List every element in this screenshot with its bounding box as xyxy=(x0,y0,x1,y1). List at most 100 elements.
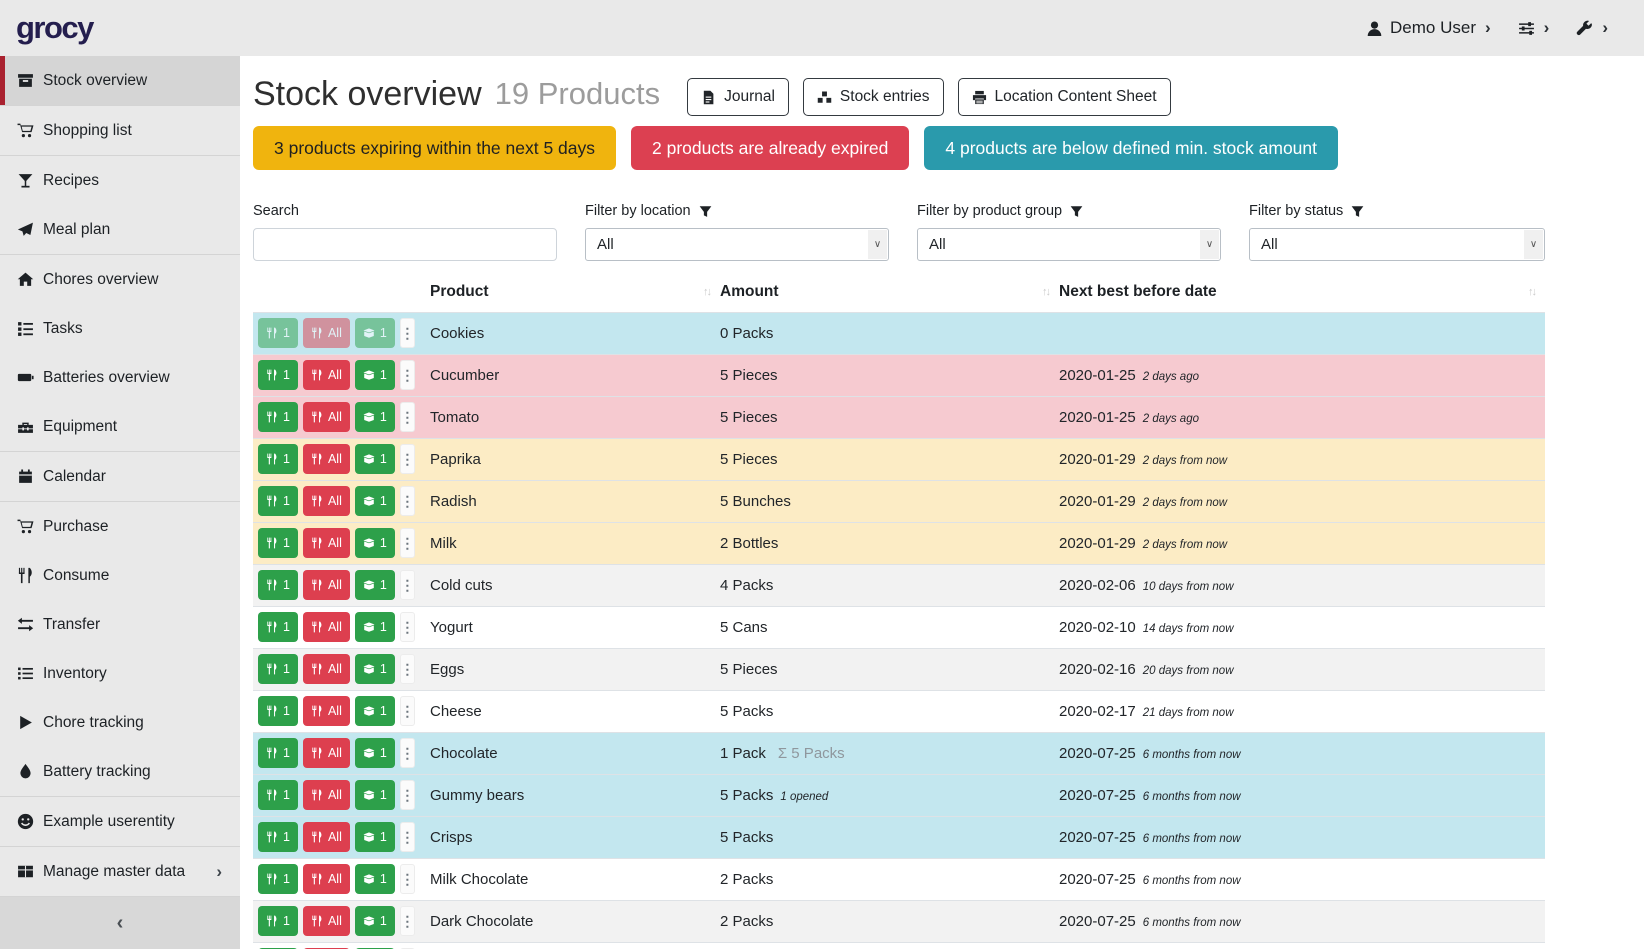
consume-one-button[interactable]: 1 xyxy=(258,654,298,684)
consume-all-button[interactable]: All xyxy=(303,444,350,474)
user-menu[interactable]: Demo User› xyxy=(1366,18,1491,38)
open-one-button[interactable]: 1 xyxy=(355,528,395,558)
consume-one-button[interactable]: 1 xyxy=(258,612,298,642)
status-alert[interactable]: 4 products are below defined min. stock … xyxy=(924,126,1338,170)
row-menu-button[interactable]: ⋮ xyxy=(400,444,415,474)
open-one-button[interactable]: 1 xyxy=(355,318,395,348)
product-cell[interactable]: Radish xyxy=(430,480,720,522)
consume-one-button[interactable]: 1 xyxy=(258,444,298,474)
column-header-product[interactable]: Product↑↓ xyxy=(430,272,720,312)
product-cell[interactable]: Cookies xyxy=(430,312,720,354)
product-cell[interactable]: Milk xyxy=(430,522,720,564)
open-one-button[interactable]: 1 xyxy=(355,360,395,390)
sidebar-collapse-button[interactable]: ‹ xyxy=(0,897,240,949)
consume-all-button[interactable]: All xyxy=(303,486,350,516)
open-one-button[interactable]: 1 xyxy=(355,906,395,936)
consume-all-button[interactable]: All xyxy=(303,864,350,894)
sidebar-item-chore-tracking[interactable]: Chore tracking xyxy=(0,698,240,747)
open-one-button[interactable]: 1 xyxy=(355,780,395,810)
product-cell[interactable]: Paprika xyxy=(430,438,720,480)
open-one-button[interactable]: 1 xyxy=(355,486,395,516)
consume-all-button[interactable]: All xyxy=(303,906,350,936)
product-cell[interactable]: Gummy bears xyxy=(430,774,720,816)
open-one-button[interactable]: 1 xyxy=(355,738,395,768)
row-menu-button[interactable]: ⋮ xyxy=(400,654,415,684)
sidebar-item-tasks[interactable]: Tasks xyxy=(0,304,240,353)
product-cell[interactable]: Yogurt xyxy=(430,606,720,648)
sidebar-item-manage-master-data[interactable]: Manage master data› xyxy=(0,847,240,896)
product-cell[interactable]: Crisps xyxy=(430,816,720,858)
row-menu-button[interactable]: ⋮ xyxy=(400,486,415,516)
open-one-button[interactable]: 1 xyxy=(355,654,395,684)
consume-all-button[interactable]: All xyxy=(303,612,350,642)
sidebar-item-inventory[interactable]: Inventory xyxy=(0,649,240,698)
consume-one-button[interactable]: 1 xyxy=(258,528,298,558)
row-menu-button[interactable]: ⋮ xyxy=(400,780,415,810)
sidebar-item-calendar[interactable]: Calendar xyxy=(0,452,240,501)
sidebar-item-batteries-overview[interactable]: Batteries overview xyxy=(0,353,240,402)
product-cell[interactable]: Eggs xyxy=(430,648,720,690)
consume-all-button[interactable]: All xyxy=(303,360,350,390)
stock-entries-button[interactable]: Stock entries xyxy=(803,78,944,116)
sidebar-item-example-userentity[interactable]: Example userentity xyxy=(0,797,240,846)
consume-one-button[interactable]: 1 xyxy=(258,570,298,600)
row-menu-button[interactable]: ⋮ xyxy=(400,822,415,852)
product-cell[interactable]: Dark Chocolate xyxy=(430,900,720,942)
consume-all-button[interactable]: All xyxy=(303,780,350,810)
open-one-button[interactable]: 1 xyxy=(355,822,395,852)
consume-all-button[interactable]: All xyxy=(303,570,350,600)
row-menu-button[interactable]: ⋮ xyxy=(400,864,415,894)
column-header-next-best-before-date[interactable]: Next best before date↑↓ xyxy=(1059,272,1545,312)
sort-icon[interactable]: ↑↓ xyxy=(1528,286,1535,298)
sidebar-item-stock-overview[interactable]: Stock overview xyxy=(0,56,240,105)
row-menu-button[interactable]: ⋮ xyxy=(400,318,415,348)
consume-one-button[interactable]: 1 xyxy=(258,486,298,516)
product-cell[interactable]: Chocolate xyxy=(430,732,720,774)
sidebar-item-equipment[interactable]: Equipment xyxy=(0,402,240,451)
consume-all-button[interactable]: All xyxy=(303,696,350,726)
product-group-filter-select[interactable]: All∨ xyxy=(917,228,1221,261)
consume-one-button[interactable]: 1 xyxy=(258,696,298,726)
consume-one-button[interactable]: 1 xyxy=(258,318,298,348)
status-filter-select[interactable]: All∨ xyxy=(1249,228,1545,261)
sidebar-item-meal-plan[interactable]: Meal plan xyxy=(0,205,240,254)
sidebar-item-recipes[interactable]: Recipes xyxy=(0,156,240,205)
open-one-button[interactable]: 1 xyxy=(355,864,395,894)
sidebar-item-transfer[interactable]: Transfer xyxy=(0,600,240,649)
admin-menu[interactable]: › xyxy=(1576,18,1608,38)
open-one-button[interactable]: 1 xyxy=(355,402,395,432)
consume-one-button[interactable]: 1 xyxy=(258,738,298,768)
open-one-button[interactable]: 1 xyxy=(355,612,395,642)
sidebar-item-consume[interactable]: Consume xyxy=(0,551,240,600)
consume-all-button[interactable]: All xyxy=(303,654,350,684)
product-cell[interactable]: Milk Chocolate xyxy=(430,858,720,900)
consume-all-button[interactable]: All xyxy=(303,528,350,558)
column-header-amount[interactable]: Amount↑↓ xyxy=(720,272,1059,312)
row-menu-button[interactable]: ⋮ xyxy=(400,528,415,558)
row-menu-button[interactable]: ⋮ xyxy=(400,696,415,726)
sidebar-item-purchase[interactable]: Purchase xyxy=(0,502,240,551)
row-menu-button[interactable]: ⋮ xyxy=(400,402,415,432)
row-menu-button[interactable]: ⋮ xyxy=(400,906,415,936)
product-cell[interactable]: Cold cuts xyxy=(430,564,720,606)
consume-one-button[interactable]: 1 xyxy=(258,360,298,390)
sidebar-item-battery-tracking[interactable]: Battery tracking xyxy=(0,747,240,796)
status-alert[interactable]: 3 products expiring within the next 5 da… xyxy=(253,126,616,170)
product-cell[interactable] xyxy=(430,942,720,949)
open-one-button[interactable]: 1 xyxy=(355,444,395,474)
consume-one-button[interactable]: 1 xyxy=(258,822,298,852)
consume-one-button[interactable]: 1 xyxy=(258,780,298,810)
product-cell[interactable]: Tomato xyxy=(430,396,720,438)
location-content-sheet-button[interactable]: Location Content Sheet xyxy=(958,78,1171,116)
row-menu-button[interactable]: ⋮ xyxy=(400,570,415,600)
open-one-button[interactable]: 1 xyxy=(355,570,395,600)
location-filter-select[interactable]: All∨ xyxy=(585,228,889,261)
consume-all-button[interactable]: All xyxy=(303,738,350,768)
row-menu-button[interactable]: ⋮ xyxy=(400,738,415,768)
product-cell[interactable]: Cheese xyxy=(430,690,720,732)
open-one-button[interactable]: 1 xyxy=(355,696,395,726)
consume-one-button[interactable]: 1 xyxy=(258,402,298,432)
row-menu-button[interactable]: ⋮ xyxy=(400,360,415,390)
sort-icon[interactable]: ↑↓ xyxy=(703,286,710,298)
consume-one-button[interactable]: 1 xyxy=(258,906,298,936)
